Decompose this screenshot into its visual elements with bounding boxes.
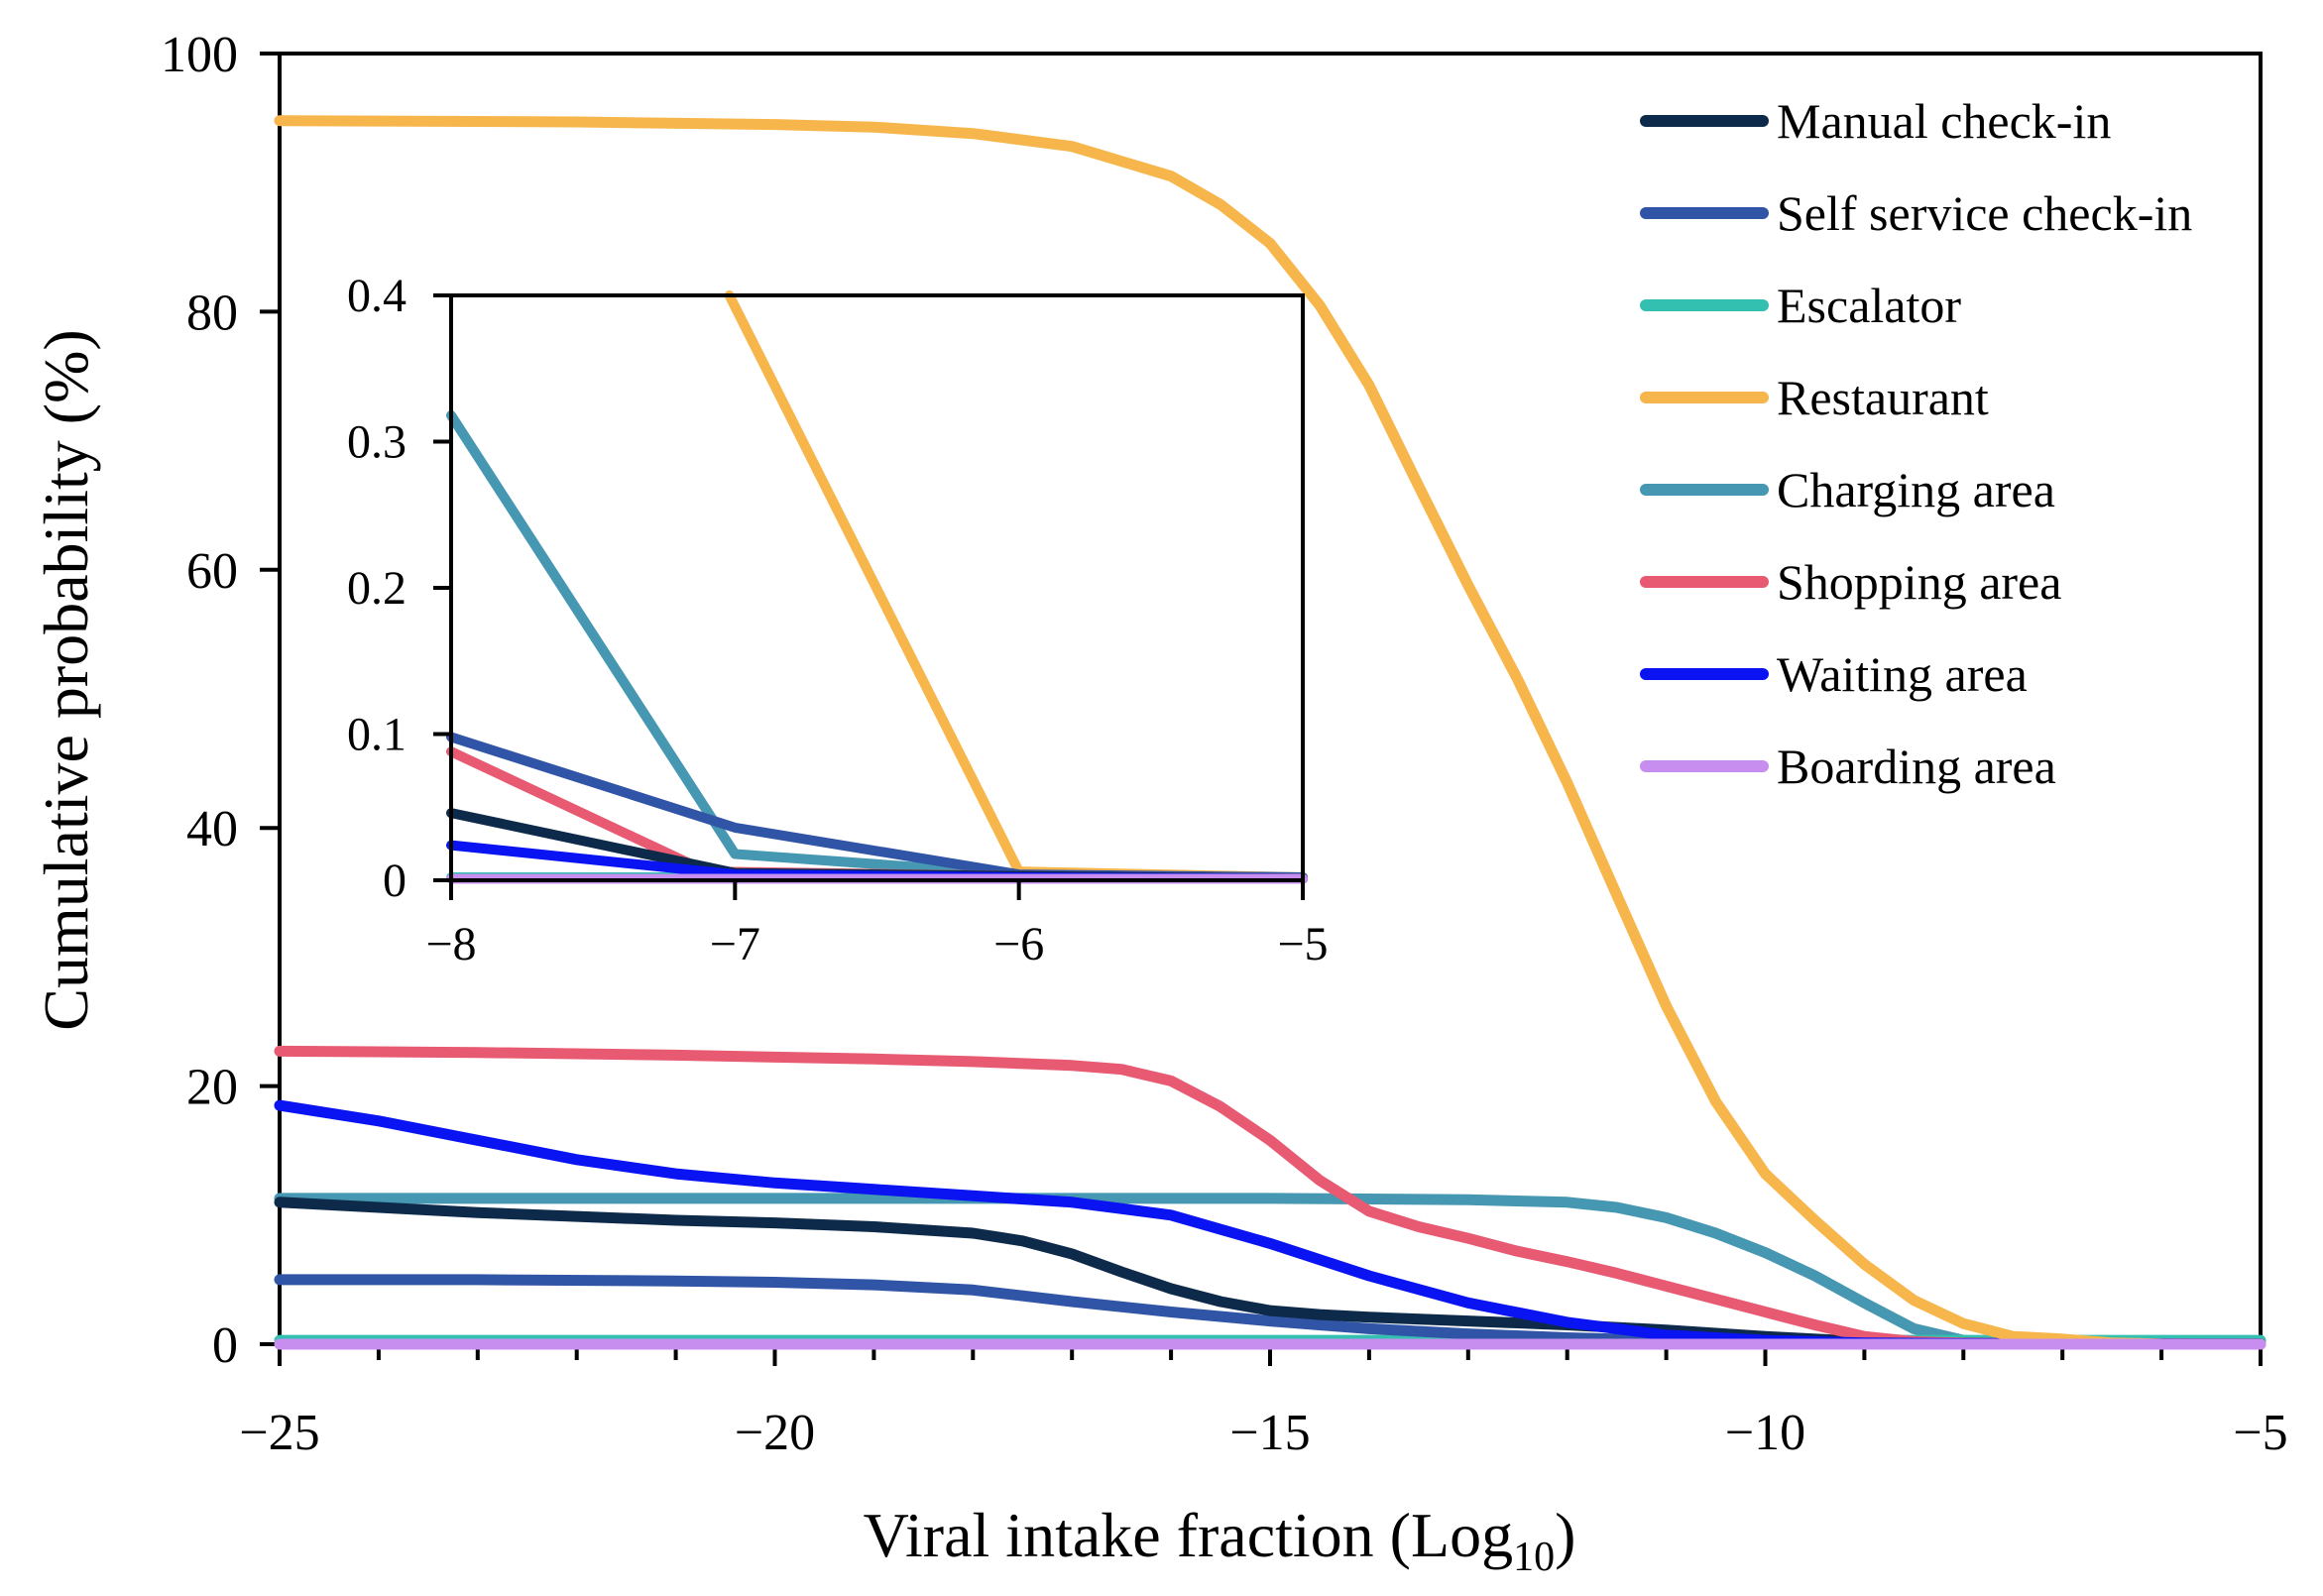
inset-axes: −8 −7 −6 −5 0 0.1 0.2 0.3 0.4 [347, 270, 1329, 970]
x-axis-title-main: Viral intake fraction (Log [864, 1500, 1513, 1570]
inset-x-tick-label: −6 [993, 918, 1044, 970]
series-line-restaurant [274, 115, 2266, 1350]
inset-y-tick-label: 0.2 [347, 562, 407, 615]
inset-x-tick-label: −8 [425, 918, 476, 970]
legend-label-waiting-area: Waiting area [1777, 646, 2028, 702]
x-tick-label: −25 [239, 1405, 319, 1461]
x-tick-label: −15 [1229, 1405, 1310, 1461]
y-tick-label: 40 [186, 801, 238, 857]
inset-y-tick-label: 0.4 [347, 270, 407, 322]
x-tick-label: −5 [2233, 1405, 2287, 1461]
inset-x-tick-label: −7 [710, 918, 760, 970]
inset-y-tick-label: 0.3 [347, 416, 407, 469]
y-tick-label: 0 [212, 1317, 238, 1374]
x-tick-label: −20 [735, 1405, 815, 1461]
y-tick-label: 60 [186, 543, 238, 600]
y-axis-title: Cumulative probability (%) [31, 329, 101, 1030]
legend-label-restaurant: Restaurant [1777, 370, 1989, 425]
inset-y-tick-label: 0 [383, 855, 407, 907]
legend-label-self-service-check-in: Self service check-in [1777, 185, 2192, 241]
inset-x-tick-label: −5 [1277, 918, 1328, 970]
legend-label-shopping-area: Shopping area [1777, 554, 2061, 610]
x-axis-title: Viral intake fraction (Log10) [864, 1500, 1576, 1580]
legend-label-charging-area: Charging area [1777, 462, 2055, 517]
legend-label-boarding-area: Boarding area [1777, 739, 2056, 794]
main-series-lines [274, 115, 2266, 1350]
legend: Manual check-in Self service check-in Esca… [1640, 93, 2192, 794]
y-tick-label: 100 [161, 27, 238, 83]
y-tick-label: 80 [186, 285, 238, 341]
y-tick-label: 20 [186, 1060, 238, 1116]
x-tick-label: −10 [1725, 1405, 1805, 1461]
legend-label-manual-check-in: Manual check-in [1777, 93, 2111, 149]
inset-y-tick-label: 0.1 [347, 709, 407, 761]
main-axes: −25 −20 −15 −10 −5 0 20 40 60 80 100 [161, 27, 2288, 1461]
x-axis-title-subscript: 10 [1513, 1535, 1555, 1580]
legend-label-escalator: Escalator [1777, 278, 1961, 333]
x-axis-title-end: ) [1555, 1500, 1575, 1570]
